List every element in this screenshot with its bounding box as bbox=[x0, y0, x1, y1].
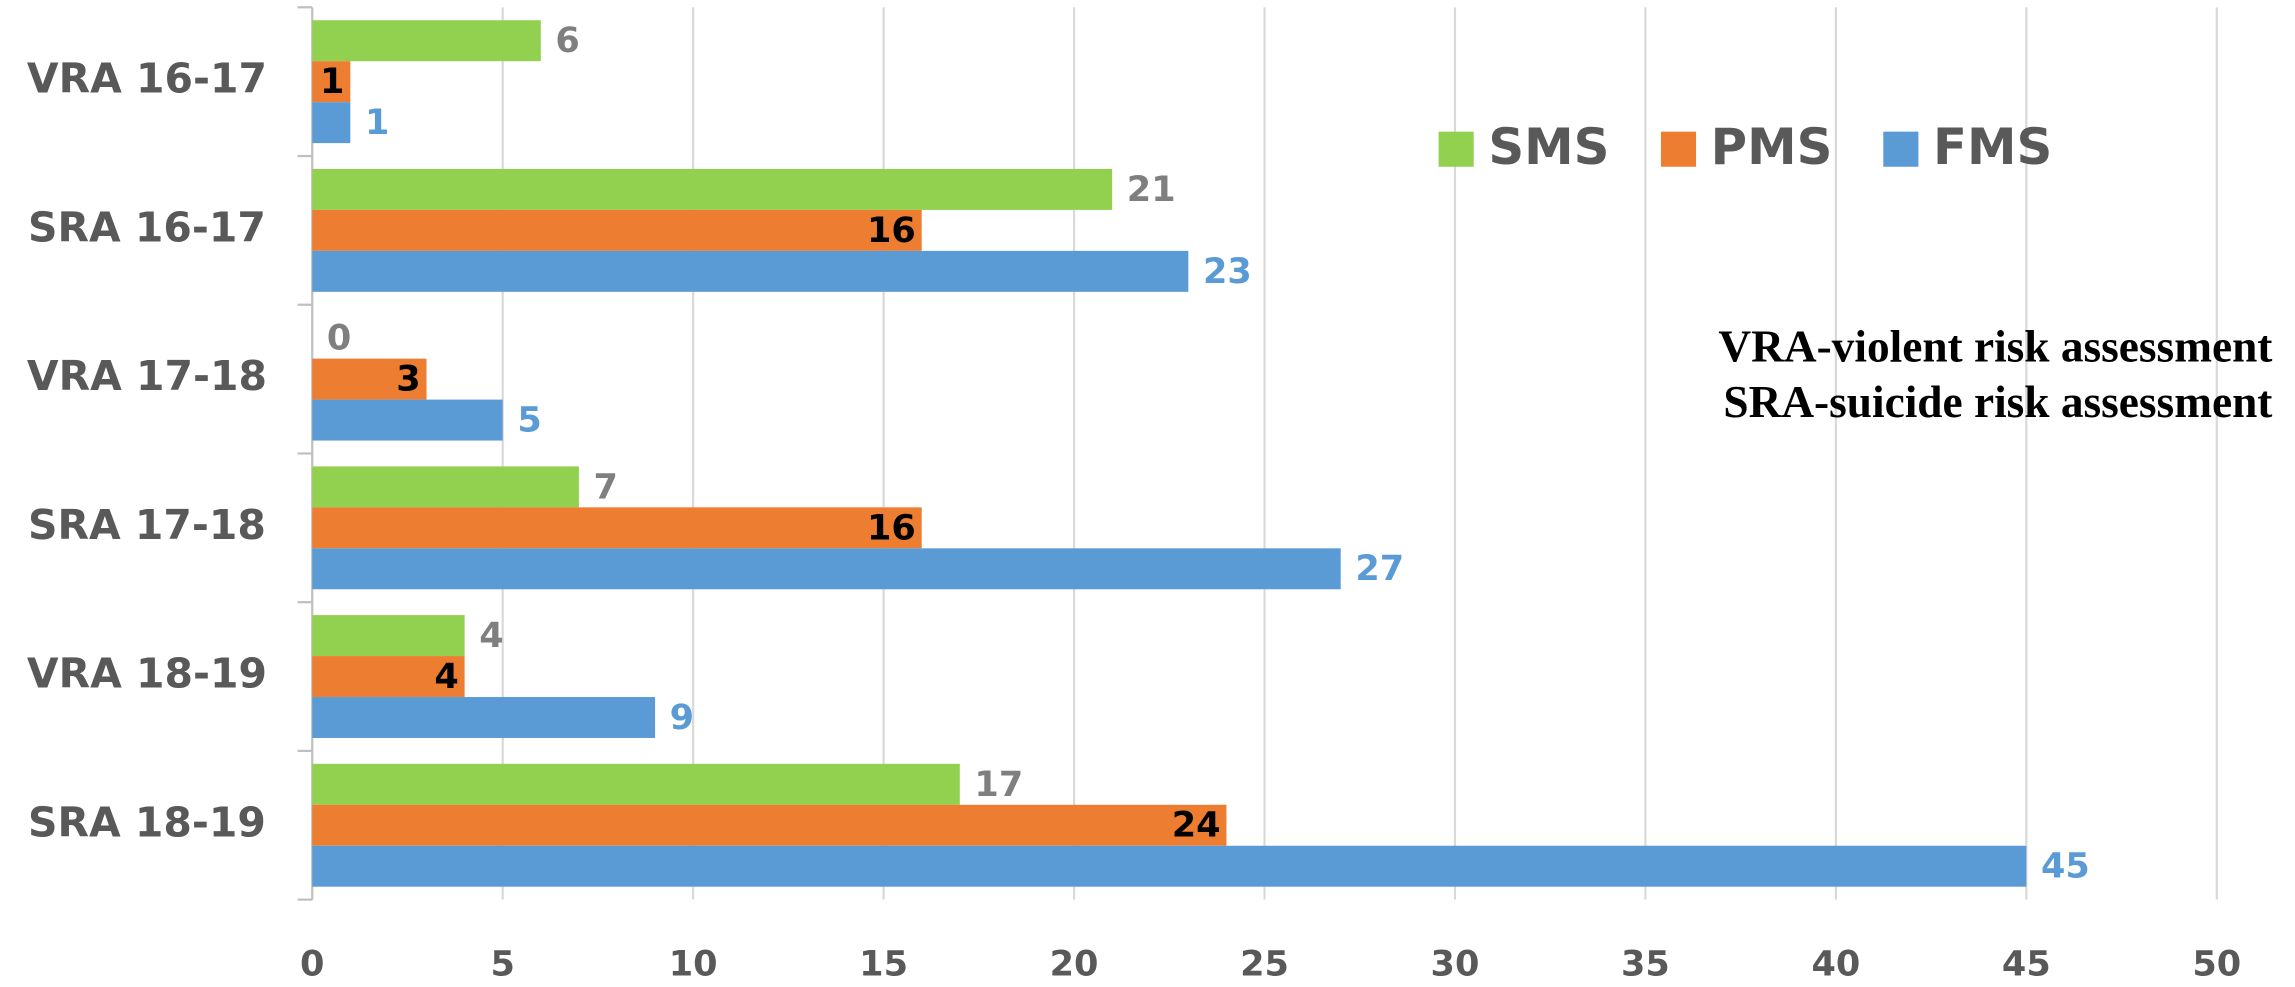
x-tick-label: 20 bbox=[1050, 943, 1099, 983]
bar bbox=[312, 168, 1113, 210]
data-label: 16 bbox=[867, 507, 916, 548]
legend-label: SMS bbox=[1488, 118, 1609, 176]
x-tick-label: 15 bbox=[859, 943, 908, 983]
bar bbox=[312, 209, 922, 251]
data-label: 9 bbox=[670, 697, 694, 738]
x-tick-label: 10 bbox=[669, 943, 718, 983]
x-tick-label: 30 bbox=[1431, 943, 1480, 983]
bar bbox=[312, 507, 922, 549]
x-tick-label: 45 bbox=[2002, 943, 2051, 983]
data-label: 3 bbox=[396, 359, 420, 400]
data-label: 5 bbox=[517, 400, 541, 441]
legend-label: FMS bbox=[1933, 118, 2052, 176]
data-label: 27 bbox=[1355, 548, 1404, 589]
bar bbox=[312, 845, 2027, 887]
data-label: 7 bbox=[594, 466, 618, 507]
bar bbox=[312, 656, 465, 698]
category-label: SRA 18-19 bbox=[28, 798, 266, 846]
bar bbox=[312, 399, 503, 441]
legend-swatch bbox=[1883, 131, 1919, 167]
data-label: 0 bbox=[327, 318, 351, 359]
x-tick-label: 40 bbox=[1811, 943, 1860, 983]
x-tick-label: 0 bbox=[300, 943, 324, 983]
annotation: SRA-suicide risk assessment bbox=[1723, 377, 2272, 427]
x-tick-label: 50 bbox=[2192, 943, 2241, 983]
bar bbox=[312, 102, 351, 144]
category-label: SRA 17-18 bbox=[28, 501, 266, 549]
data-label: 6 bbox=[555, 20, 579, 61]
data-label: 1 bbox=[365, 102, 389, 143]
data-label: 1 bbox=[320, 61, 344, 102]
bar bbox=[312, 804, 1227, 846]
x-tick-label: 25 bbox=[1240, 943, 1289, 983]
data-label: 16 bbox=[867, 210, 916, 251]
bar bbox=[312, 763, 960, 805]
bar bbox=[312, 548, 1341, 590]
legend-swatch bbox=[1660, 131, 1697, 167]
data-label: 21 bbox=[1127, 169, 1176, 210]
bar bbox=[312, 20, 541, 62]
data-label: 4 bbox=[479, 615, 503, 656]
data-label: 45 bbox=[2041, 846, 2090, 887]
legend-label: PMS bbox=[1711, 118, 1833, 176]
x-tick-label: 5 bbox=[490, 943, 514, 983]
bar bbox=[312, 250, 1189, 292]
bar bbox=[312, 61, 351, 103]
bar bbox=[312, 615, 465, 657]
legend-swatch bbox=[1438, 131, 1474, 167]
data-label: 17 bbox=[974, 764, 1023, 805]
bar bbox=[312, 358, 427, 400]
data-label: 23 bbox=[1203, 251, 1252, 292]
bar bbox=[312, 466, 579, 508]
bar bbox=[312, 697, 656, 738]
data-label: 24 bbox=[1172, 805, 1221, 846]
category-label: VRA 18-19 bbox=[27, 650, 267, 698]
annotation: VRA-violent risk assessment bbox=[1718, 321, 2272, 371]
data-label: 4 bbox=[434, 656, 458, 697]
category-label: VRA 16-17 bbox=[27, 55, 267, 103]
category-label: VRA 17-18 bbox=[27, 352, 267, 400]
category-label: SRA 16-17 bbox=[28, 203, 266, 251]
x-tick-label: 35 bbox=[1621, 943, 1670, 983]
